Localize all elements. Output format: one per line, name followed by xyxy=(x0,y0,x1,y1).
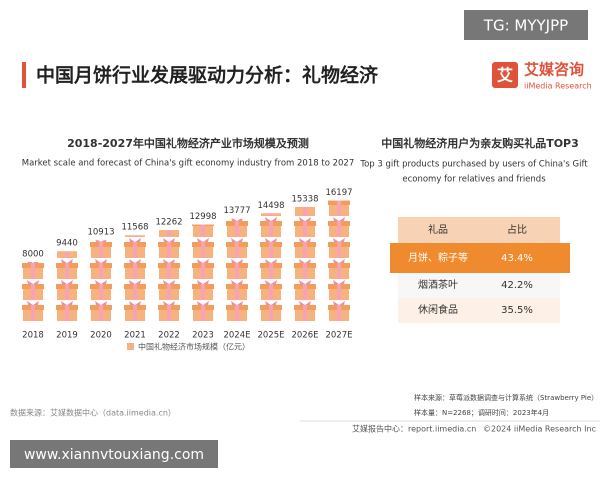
table-header: 礼品 xyxy=(428,223,448,236)
x-tick-label: 2019 xyxy=(56,331,78,341)
sample-source: 样本来源：草莓派数据调查与计算系统（Strawberry Pie） xyxy=(414,393,598,402)
gift-column xyxy=(328,200,350,322)
gift-column xyxy=(22,262,44,322)
x-tick-label: 2021 xyxy=(124,331,146,341)
value-label: 10913 xyxy=(87,228,114,238)
watermark: www.xiannvtouxiang.com xyxy=(24,447,204,463)
table-subtitle: economy for relatives and friends xyxy=(402,175,546,185)
gift-column xyxy=(158,230,180,322)
legend-label: 中国礼物经济市场规模（亿元） xyxy=(138,342,250,352)
report-center: 艾媒报告中心：report.iimedia.cn xyxy=(352,424,476,434)
page-title: 中国月饼行业发展驱动力分析：礼物经济 xyxy=(36,64,379,87)
table-title: 中国礼物经济用户为亲友购买礼品TOP3 xyxy=(381,136,579,150)
value-label: 12998 xyxy=(189,212,216,222)
x-tick-label: 2023 xyxy=(192,331,214,341)
value-label: 16197 xyxy=(325,188,352,198)
x-tick-label: 2025E xyxy=(257,331,284,341)
value-label: 12262 xyxy=(155,218,182,228)
value-label: 8000 xyxy=(22,250,44,260)
copyright: ©2024 iiMedia Research Inc xyxy=(483,425,596,434)
x-tick-label: 2018 xyxy=(22,331,44,341)
watermark-box xyxy=(10,440,218,468)
logo-sub: iiMedia Research xyxy=(524,82,592,91)
source: 数据来源：艾媒数据中心（data.iimedia.cn） xyxy=(10,408,176,418)
logo-icon xyxy=(492,62,518,88)
gift-column xyxy=(260,213,282,322)
table-cell: 休闲食品 xyxy=(418,303,458,316)
value-label: 9440 xyxy=(56,239,78,249)
logo: 艾媒咨询 xyxy=(524,61,584,79)
chart-title: 2018-2027年中国礼物经济产业市场规模及预测 xyxy=(67,136,309,150)
table-cell: 烟酒茶叶 xyxy=(418,278,458,291)
gift-column xyxy=(56,251,78,322)
legend-swatch xyxy=(127,343,134,350)
table-header-bg xyxy=(398,217,560,243)
table-row-bg xyxy=(398,298,560,323)
x-tick-label: 2027E xyxy=(325,331,352,341)
table-cell: 月饼、粽子等 xyxy=(408,251,468,264)
value-label: 11568 xyxy=(121,223,148,233)
table-cell: 35.5% xyxy=(501,305,533,316)
gift-column xyxy=(124,235,146,322)
gift-column xyxy=(192,224,214,322)
value-label: 13777 xyxy=(223,206,250,216)
x-tick-label: 2024E xyxy=(223,331,250,341)
logo-mark: 艾 xyxy=(497,66,513,85)
table-row-bg xyxy=(398,273,560,298)
table-header: 占比 xyxy=(507,223,527,236)
table-row-highlight xyxy=(390,243,570,273)
title-accent xyxy=(22,62,26,88)
x-tick-label: 2020 xyxy=(90,331,112,341)
table-cell: 43.4% xyxy=(501,253,533,264)
watermark: TG: MYYJPP xyxy=(483,17,568,35)
x-tick-label: 2026E xyxy=(291,331,318,341)
watermark-box xyxy=(464,10,588,40)
chart-subtitle: Market scale and forecast of China's gif… xyxy=(22,159,354,169)
gift-column xyxy=(294,206,316,322)
sample: 样本量：N=2268；调研时间：2023年4月 xyxy=(414,408,549,417)
gift-column xyxy=(90,240,112,322)
value-label: 15338 xyxy=(291,194,318,204)
x-tick-label: 2022 xyxy=(158,331,180,341)
gift-column xyxy=(226,218,248,322)
table-subtitle: Top 3 gift products purchased by users o… xyxy=(359,160,588,170)
value-label: 14498 xyxy=(257,201,284,211)
table-cell: 42.2% xyxy=(501,280,533,291)
